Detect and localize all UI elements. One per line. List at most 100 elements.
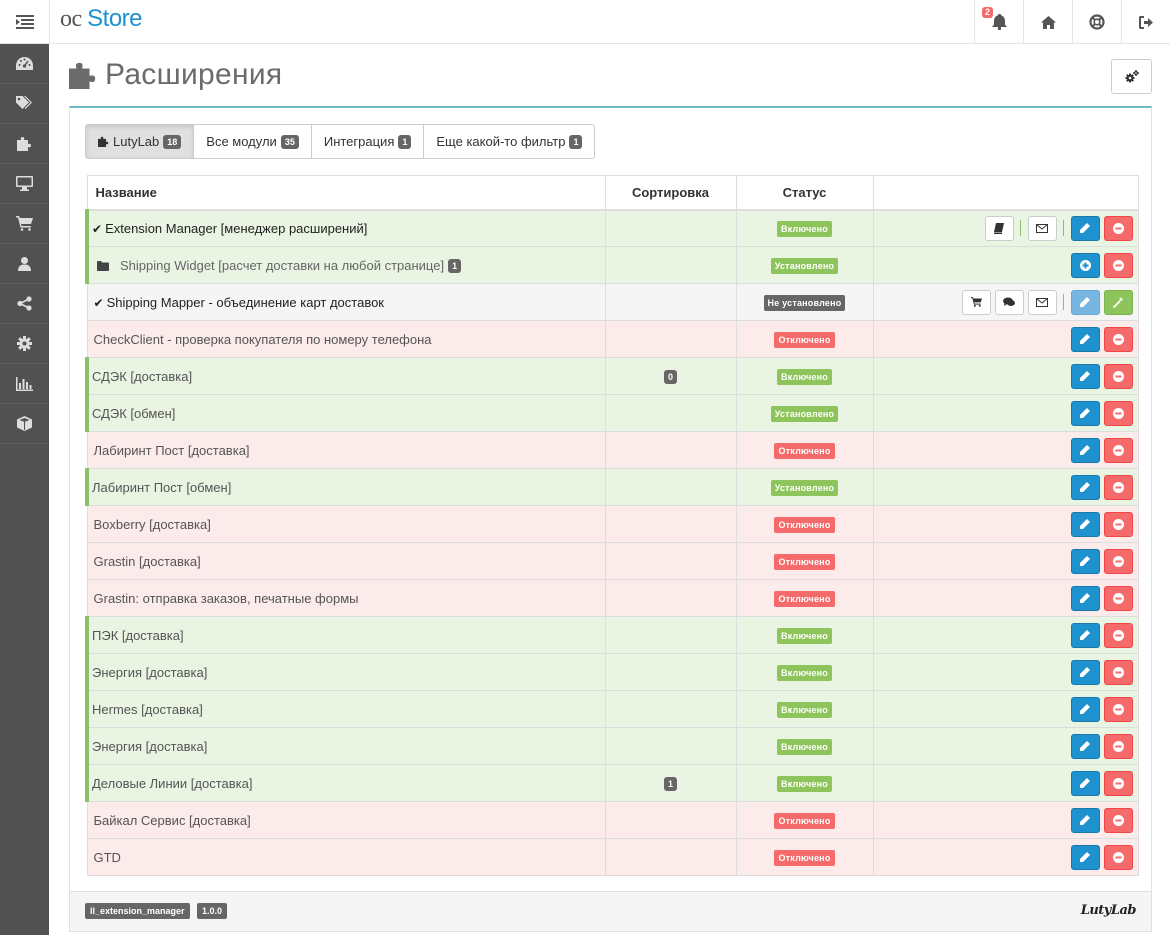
status-badge: Отключено: [774, 590, 835, 607]
tab-integration[interactable]: Интеграция 1: [310, 124, 425, 159]
pencil-icon: [1080, 593, 1090, 603]
edit-button[interactable]: [1070, 696, 1100, 722]
edit-button[interactable]: [1070, 511, 1100, 537]
edit-button[interactable]: [1070, 770, 1100, 796]
store-logo[interactable]: oc Store: [60, 5, 143, 32]
table-row: СДЭК [обмен] Установлено: [85, 394, 1139, 432]
edit-button[interactable]: [1070, 400, 1100, 426]
module-code-badge: ll_extension_manager: [85, 903, 190, 919]
minus-circle-icon: [1112, 333, 1124, 345]
tab-all-modules[interactable]: Все модули 35: [193, 124, 312, 159]
status-badge: Отключено: [774, 442, 835, 459]
uninstall-button[interactable]: [1103, 659, 1133, 685]
edit-button[interactable]: [1070, 844, 1100, 870]
uninstall-button[interactable]: [1103, 696, 1133, 722]
tab-other-filter[interactable]: Еще какой-то фильтр 1: [423, 124, 596, 159]
uninstall-button[interactable]: [1103, 215, 1133, 241]
extension-name: Grastin [доставка]: [93, 553, 201, 569]
extension-name: Shipping Mapper - объединение карт доста…: [106, 294, 384, 310]
docs-button[interactable]: [984, 215, 1014, 241]
pencil-icon: [1080, 630, 1090, 640]
sidebar-item-system[interactable]: [0, 324, 49, 364]
menu-toggle-button[interactable]: [0, 0, 50, 44]
tab-count-badge: 1: [569, 134, 583, 149]
comments-button[interactable]: [994, 289, 1024, 315]
help-button[interactable]: [1072, 0, 1121, 44]
uninstall-button[interactable]: [1103, 548, 1133, 574]
status-badge: Включено: [777, 368, 832, 385]
edit-button[interactable]: [1070, 326, 1100, 352]
plus-circle-icon: [1079, 259, 1091, 271]
magic-wand-icon: [1112, 296, 1123, 308]
minus-circle-icon: [1112, 740, 1124, 752]
install-wizard-button[interactable]: [1103, 289, 1133, 315]
uninstall-button[interactable]: [1103, 844, 1133, 870]
install-button[interactable]: [1070, 252, 1100, 278]
logout-button[interactable]: [1121, 0, 1170, 44]
lutylab-logo[interactable]: LutyLab: [1080, 903, 1137, 918]
uninstall-button[interactable]: [1103, 770, 1133, 796]
notifications-button[interactable]: 2: [974, 0, 1023, 44]
extension-name: Hermes [доставка]: [92, 701, 203, 717]
uninstall-button[interactable]: [1103, 622, 1133, 648]
tab-count-badge: 35: [280, 134, 299, 149]
status-badge: Включено: [777, 701, 832, 718]
bell-icon: [991, 14, 1007, 30]
uninstall-button[interactable]: [1103, 437, 1133, 463]
buy-button[interactable]: [961, 289, 991, 315]
sidebar-item-customers[interactable]: [0, 244, 49, 284]
edit-button[interactable]: [1070, 659, 1100, 685]
status-badge: Включено: [777, 664, 832, 681]
home-button[interactable]: [1023, 0, 1072, 44]
status-badge: Включено: [777, 775, 832, 792]
email-button[interactable]: [1027, 289, 1057, 315]
edit-button[interactable]: [1070, 363, 1100, 389]
extension-name: Shipping Widget [расчет доставки на любо…: [120, 257, 445, 273]
table-row: СДЭК [доставка] 0 Включено: [85, 357, 1139, 395]
uninstall-button[interactable]: [1103, 400, 1133, 426]
uninstall-button[interactable]: [1103, 807, 1133, 833]
sidebar-item-reports[interactable]: [0, 364, 49, 404]
version-badge: 1.0.0: [197, 903, 228, 919]
extension-name: Лабиринт Пост [обмен]: [92, 479, 232, 495]
pencil-icon: [1080, 852, 1090, 862]
tab-count-badge: 1: [398, 134, 412, 149]
edit-button[interactable]: [1070, 807, 1100, 833]
sidebar-item-dashboard[interactable]: [0, 44, 49, 84]
settings-button[interactable]: [1111, 59, 1152, 94]
pencil-icon: [1080, 371, 1090, 381]
uninstall-button[interactable]: [1103, 585, 1133, 611]
uninstall-button[interactable]: [1103, 474, 1133, 500]
uninstall-button[interactable]: [1103, 733, 1133, 759]
minus-circle-icon: [1112, 222, 1124, 234]
sidebar-item-design[interactable]: [0, 164, 49, 204]
edit-button[interactable]: [1070, 474, 1100, 500]
status-badge: Установлено: [770, 257, 839, 274]
uninstall-button[interactable]: [1103, 326, 1133, 352]
extension-name: СДЭК [доставка]: [92, 368, 193, 384]
sidebar-item-sales[interactable]: [0, 204, 49, 244]
edit-button[interactable]: [1070, 548, 1100, 574]
edit-button[interactable]: [1070, 622, 1100, 648]
sidebar-item-extensions[interactable]: [0, 124, 49, 164]
edit-button[interactable]: [1070, 215, 1100, 241]
uninstall-button[interactable]: [1103, 363, 1133, 389]
sidebar-item-modules[interactable]: [0, 404, 49, 444]
tab-lutylab[interactable]: LutyLab 18: [85, 124, 195, 159]
uninstall-button[interactable]: [1103, 511, 1133, 537]
table-row: CheckClient - проверка покупателя по ном…: [86, 320, 1139, 358]
status-badge: Установлено: [770, 479, 839, 496]
bar-chart-icon: [16, 376, 33, 391]
uninstall-button[interactable]: [1103, 252, 1133, 278]
edit-button[interactable]: [1070, 733, 1100, 759]
sidebar-item-catalog[interactable]: [0, 84, 49, 124]
page-title: Расширения: [105, 58, 283, 91]
edit-button[interactable]: [1070, 437, 1100, 463]
edit-button[interactable]: [1070, 289, 1100, 315]
extension-name: Лабиринт Пост [доставка]: [93, 442, 250, 458]
email-button[interactable]: [1027, 215, 1057, 241]
edit-button[interactable]: [1070, 585, 1100, 611]
sidebar-item-marketing[interactable]: [0, 284, 49, 324]
table-row: Grastin: отправка заказов, печатные форм…: [86, 579, 1139, 617]
pencil-icon: [1080, 778, 1090, 788]
